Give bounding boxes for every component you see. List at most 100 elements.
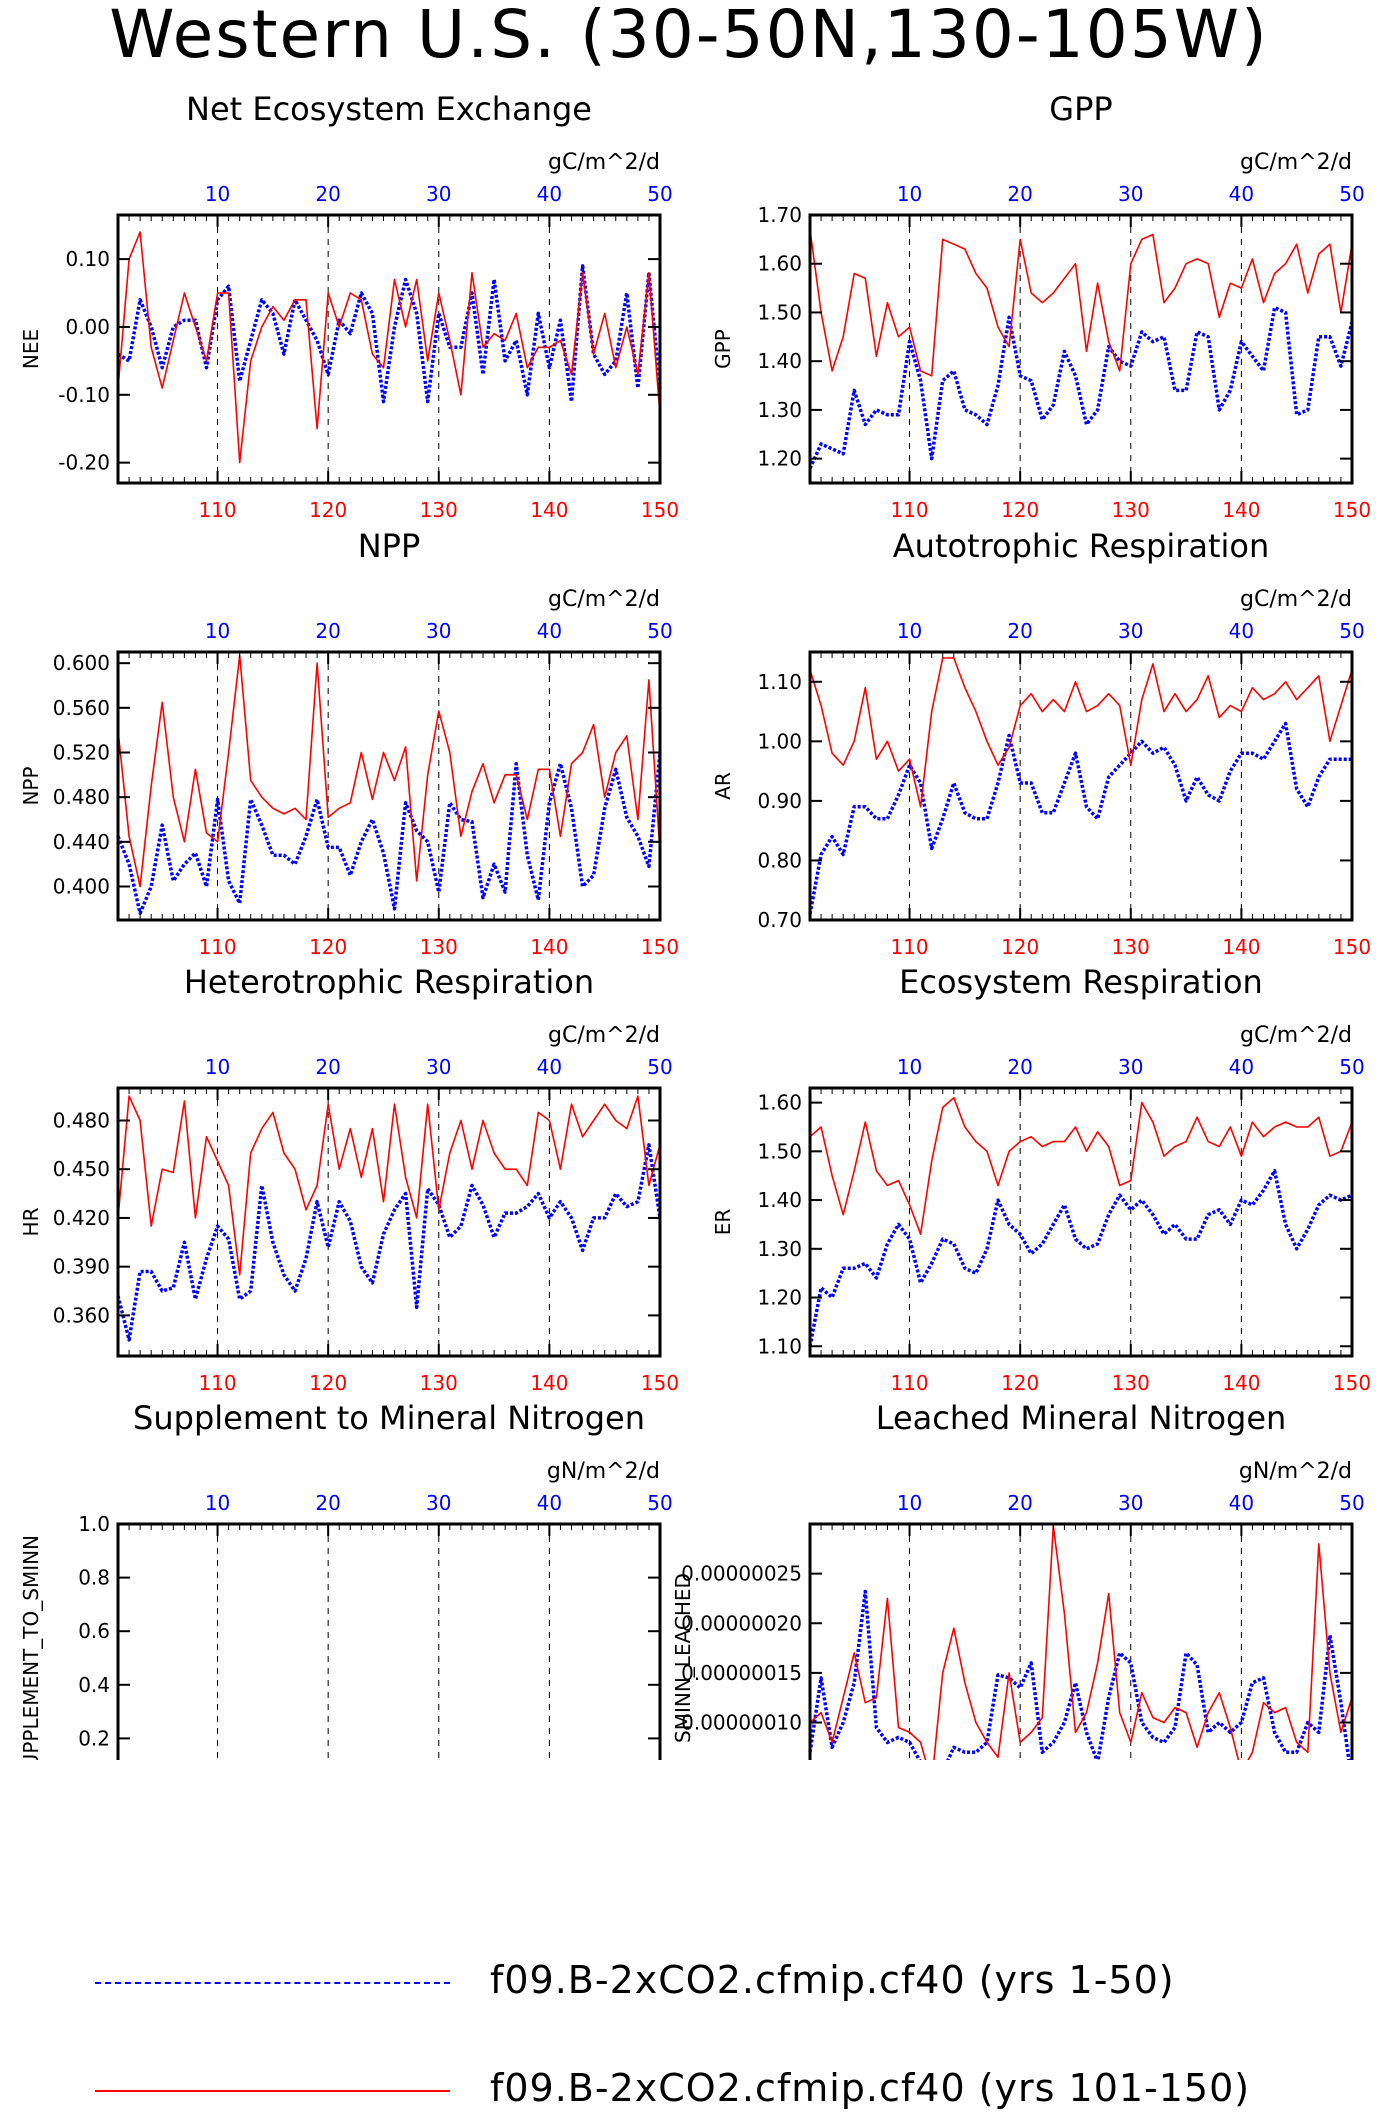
x-top-tick-label: 20 [1007, 1491, 1032, 1515]
x-bottom-tick-label: 140 [530, 935, 568, 959]
y-tick-label: 0.10 [65, 247, 110, 271]
units-label: gC/m^2/d [548, 1023, 660, 1048]
series-line-yrs-101-150 [809, 1525, 1353, 1760]
panel-title: GPP [1049, 90, 1112, 128]
x-top-tick-label: 20 [315, 1055, 340, 1079]
y-tick-label: 0.00000020 [681, 1611, 802, 1635]
x-top-tick-label: 20 [315, 619, 340, 643]
y-tick-label: 1.30 [757, 398, 802, 422]
x-top-tick-label: 50 [1339, 619, 1364, 643]
panel-title: Net Ecosystem Exchange [186, 90, 592, 128]
x-bottom-tick-label: 140 [530, 1371, 568, 1395]
series-line-yrs-1-50 [808, 305, 1354, 470]
y-tick-label: 1.60 [757, 1091, 802, 1115]
x-bottom-tick-label: 110 [198, 935, 236, 959]
series-line-yrs-1-50 [808, 1169, 1353, 1347]
x-bottom-tick-label: 120 [1001, 1371, 1039, 1395]
x-bottom-tick-label: 150 [1333, 498, 1371, 522]
x-top-tick-label: 30 [426, 182, 451, 206]
y-tick-label: 0.560 [53, 696, 110, 720]
units-label: gC/m^2/d [1240, 1023, 1352, 1048]
units-label: gC/m^2/d [548, 150, 660, 175]
x-top-tick-label: 20 [1007, 619, 1032, 643]
y-axis-label: GPP [711, 329, 735, 369]
y-tick-label: 0.00000015 [681, 1661, 802, 1685]
legend-label: f09.B-2xCO2.cfmip.cf40 (yrs 101-150) [490, 2066, 1251, 2110]
y-tick-label: 0.450 [53, 1157, 110, 1181]
x-bottom-tick-label: 120 [1001, 935, 1039, 959]
y-axis-label: AR [711, 772, 735, 800]
x-bottom-tick-label: 130 [1112, 498, 1150, 522]
series-line-yrs-101-150 [117, 654, 661, 888]
x-top-tick-label: 20 [1007, 1055, 1032, 1079]
x-top-tick-label: 50 [647, 1055, 672, 1079]
units-label: gC/m^2/d [1240, 150, 1352, 175]
series-line-yrs-1-50 [117, 264, 662, 404]
x-bottom-tick-label: 110 [890, 935, 928, 959]
y-tick-label: 1.50 [757, 300, 802, 324]
legend-item-yrs-1-50: f09.B-2xCO2.cfmip.cf40 (yrs 1-50) [0, 1952, 1378, 2012]
x-bottom-tick-label: 120 [309, 935, 347, 959]
x-top-tick-label: 50 [647, 182, 672, 206]
x-top-tick-label: 50 [647, 619, 672, 643]
legend-label: f09.B-2xCO2.cfmip.cf40 (yrs 1-50) [490, 1958, 1175, 2002]
y-tick-label: 0.00000010 [681, 1711, 802, 1735]
x-bottom-tick-label: 110 [890, 1371, 928, 1395]
x-bottom-tick-label: 140 [1222, 498, 1260, 522]
x-top-tick-label: 40 [1229, 1491, 1254, 1515]
y-tick-label: 0.90 [757, 789, 802, 813]
x-top-tick-label: 30 [1118, 1491, 1143, 1515]
plot-frame [808, 213, 1354, 485]
series-line-yrs-101-150 [809, 657, 1353, 808]
x-top-tick-label: 30 [1118, 182, 1143, 206]
panel-title: Ecosystem Respiration [899, 963, 1263, 1001]
plot-frame [808, 650, 1354, 922]
y-tick-label: 1.60 [757, 252, 802, 276]
y-tick-label: 0.8 [78, 1566, 110, 1590]
y-axis-label: HR [19, 1207, 43, 1236]
x-top-tick-label: 10 [897, 1055, 922, 1079]
x-top-tick-label: 40 [1229, 619, 1254, 643]
x-bottom-tick-label: 130 [420, 498, 458, 522]
x-bottom-tick-label: 130 [1112, 1371, 1150, 1395]
x-bottom-tick-label: 150 [1333, 1371, 1371, 1395]
y-tick-label: 0.420 [53, 1206, 110, 1230]
series-line-yrs-101-150 [809, 229, 1353, 377]
y-tick-label: 0.4 [78, 1673, 110, 1697]
y-tick-label: 0.520 [53, 741, 110, 765]
y-axis-label: NEE [19, 329, 43, 369]
y-tick-label: 0.600 [53, 651, 110, 675]
x-top-tick-label: 10 [205, 1055, 230, 1079]
x-top-tick-label: 30 [426, 1055, 451, 1079]
x-top-tick-label: 50 [1339, 1491, 1364, 1515]
x-top-tick-label: 40 [537, 1491, 562, 1515]
plot-frame [808, 1522, 1354, 1760]
plot-frame [808, 1086, 1354, 1358]
x-bottom-tick-label: 120 [309, 1371, 347, 1395]
x-top-tick-label: 30 [426, 619, 451, 643]
x-bottom-tick-label: 130 [420, 935, 458, 959]
x-top-tick-label: 40 [537, 182, 562, 206]
x-bottom-tick-label: 150 [1333, 935, 1371, 959]
x-top-tick-label: 10 [897, 619, 922, 643]
panel-title: NPP [358, 527, 421, 565]
y-axis-label: SUPPLEMENT_TO_SMINN [19, 1535, 43, 1760]
units-label: gC/m^2/d [548, 587, 660, 612]
series-line-yrs-1-50 [808, 1589, 1351, 1760]
x-bottom-tick-label: 140 [1222, 1371, 1260, 1395]
plot-frame [116, 213, 662, 485]
y-tick-label: 1.20 [757, 447, 802, 471]
units-label: gN/m^2/d [1239, 1459, 1352, 1484]
y-tick-label: -0.10 [58, 383, 110, 407]
x-top-tick-label: 40 [1229, 1055, 1254, 1079]
y-tick-label: 1.40 [757, 349, 802, 373]
y-tick-label: 1.10 [757, 1334, 802, 1358]
panel-title: Heterotrophic Respiration [184, 963, 594, 1001]
x-bottom-tick-label: 150 [641, 498, 679, 522]
x-top-tick-label: 10 [897, 182, 922, 206]
y-tick-label: 0.480 [53, 785, 110, 809]
x-bottom-tick-label: 140 [1222, 935, 1260, 959]
y-tick-label: 0.440 [53, 830, 110, 854]
x-top-tick-label: 10 [205, 619, 230, 643]
x-top-tick-label: 50 [1339, 182, 1364, 206]
